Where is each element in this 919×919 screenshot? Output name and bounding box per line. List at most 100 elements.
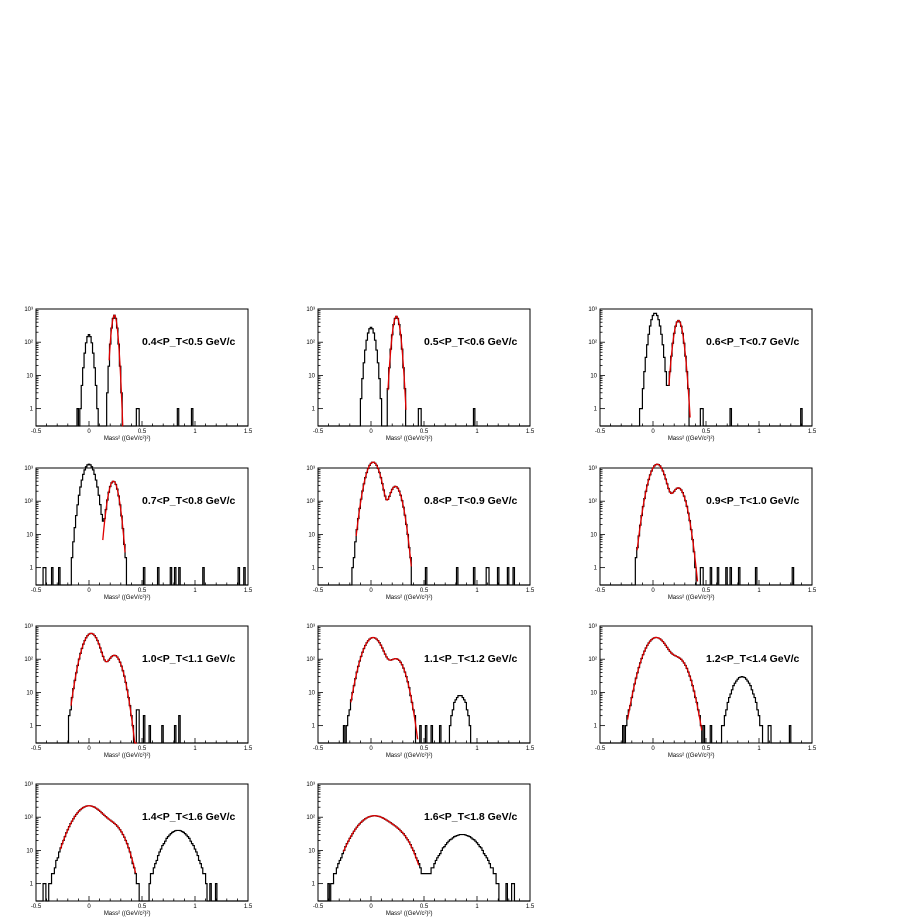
x-tick-label: 1 (475, 588, 479, 594)
y-tick-label: 10² (588, 340, 597, 346)
x-axis-label: Mass² ((GeV/c²)²) (104, 436, 151, 442)
x-tick-label: 0 (369, 588, 373, 594)
x-tick-label: 0.5 (702, 429, 711, 435)
y-tick-label: 10³ (24, 466, 33, 472)
y-tick-label: 1 (30, 407, 34, 413)
y-tick-label: 10² (24, 815, 33, 821)
y-tick-label: 10 (308, 532, 315, 538)
x-tick-label: -0.5 (595, 429, 606, 435)
histogram-series (600, 463, 812, 586)
x-axis-label: Mass² ((GeV/c²)²) (386, 911, 433, 917)
x-tick-label: -0.5 (31, 429, 42, 435)
x-axis-label: Mass² ((GeV/c²)²) (668, 595, 715, 601)
x-tick-label: 0 (369, 429, 373, 435)
y-tick-label: 10³ (24, 307, 33, 313)
y-tick-label: 10 (308, 373, 315, 379)
x-tick-label: -0.5 (313, 429, 324, 435)
x-tick-label: 1 (193, 746, 197, 752)
y-tick-label: 10 (590, 373, 597, 379)
y-tick-label: 10³ (306, 466, 315, 472)
x-tick-label: 1 (757, 746, 761, 752)
x-tick-label: 1 (193, 429, 197, 435)
plot-frame (599, 308, 813, 427)
histogram-series (36, 314, 248, 427)
x-tick-label: 1.5 (244, 588, 253, 594)
mass-squared-panel: -0.5 0 0.5 1 1.5 1 10 10² 10³ Mass² ((GeV/c²)²) 0.… (588, 307, 817, 442)
x-axis-label: Mass² ((GeV/c²)²) (386, 436, 433, 442)
x-axis-label: Mass² ((GeV/c²)²) (668, 436, 715, 442)
fit-curve (387, 315, 407, 410)
x-tick-label: 0.5 (420, 904, 429, 910)
y-tick-label: 1 (312, 566, 316, 572)
panel-title: 0.4<P_T<0.5 GeV/c (142, 336, 236, 348)
x-tick-label: -0.5 (595, 746, 606, 752)
y-tick-label: 1 (30, 882, 34, 888)
mass-squared-panel: -0.5 0 0.5 1 1.5 1 10 10² 10³ Mass² ((GeV/c²)²) 0.… (306, 461, 535, 601)
mass-squared-panel: -0.5 0 0.5 1 1.5 1 10 10² 10³ Mass² ((GeV/c²)²) 1.… (24, 782, 253, 917)
mass-squared-panel: -0.5 0 0.5 1 1.5 1 10 10² 10³ Mass² ((GeV/c²)²) 0.… (588, 463, 817, 601)
y-tick-label: 10³ (24, 782, 33, 788)
x-tick-label: 1 (475, 429, 479, 435)
x-tick-label: 0.5 (702, 746, 711, 752)
y-tick-label: 10 (26, 690, 33, 696)
x-tick-label: 0.5 (138, 429, 147, 435)
x-tick-label: -0.5 (313, 746, 324, 752)
x-tick-label: 0.5 (138, 904, 147, 910)
y-tick-label: 10² (588, 657, 597, 663)
y-tick-label: 1 (594, 566, 598, 572)
y-tick-label: 10 (590, 690, 597, 696)
panel-title: 1.1<P_T<1.2 GeV/c (424, 653, 518, 665)
histogram-series (318, 461, 530, 586)
mass-squared-panel: -0.5 0 0.5 1 1.5 1 10 10² 10³ Mass² ((GeV/c²)²) 0.… (306, 307, 535, 442)
panel-title: 1.6<P_T<1.8 GeV/c (424, 811, 518, 823)
x-tick-label: 0 (651, 429, 655, 435)
x-tick-label: 1.5 (808, 746, 817, 752)
y-tick-label: 10² (306, 340, 315, 346)
x-tick-label: -0.5 (313, 904, 324, 910)
x-axis-label: Mass² ((GeV/c²)²) (386, 595, 433, 601)
fit-curve (70, 632, 137, 744)
y-tick-label: 1 (30, 566, 34, 572)
x-tick-label: 1.5 (808, 429, 817, 435)
y-tick-label: 10³ (588, 466, 597, 472)
x-tick-label: 0 (87, 746, 91, 752)
y-tick-label: 1 (30, 724, 34, 730)
x-tick-label: 0.5 (702, 588, 711, 594)
y-tick-label: 1 (594, 724, 598, 730)
histogram-series (318, 315, 530, 427)
plot-frame (317, 625, 531, 744)
mass-squared-panel: -0.5 0 0.5 1 1.5 1 10 10² 10³ Mass² ((GeV/c²)²) 1.… (306, 624, 535, 759)
mass-squared-panel: -0.5 0 0.5 1 1.5 1 10 10² 10³ Mass² ((GeV/c²)²) 1.… (24, 624, 253, 759)
y-tick-label: 10³ (306, 782, 315, 788)
y-tick-label: 10 (308, 848, 315, 854)
plot-frame (317, 308, 531, 427)
y-tick-label: 1 (312, 724, 316, 730)
x-tick-label: -0.5 (313, 588, 324, 594)
x-tick-label: 1.5 (526, 904, 535, 910)
plot-frame (35, 467, 249, 586)
plot-frame (35, 308, 249, 427)
y-tick-label: 10² (588, 499, 597, 505)
y-tick-label: 10 (308, 690, 315, 696)
fit-curve (350, 636, 419, 740)
x-tick-label: 1 (475, 746, 479, 752)
histogram-series (600, 312, 812, 427)
x-tick-label: 1.5 (526, 429, 535, 435)
y-tick-label: 10² (306, 657, 315, 663)
y-tick-label: 10³ (24, 624, 33, 630)
x-tick-label: 1 (193, 588, 197, 594)
y-tick-label: 1 (312, 882, 316, 888)
x-tick-label: -0.5 (31, 588, 42, 594)
x-tick-label: 0.5 (420, 429, 429, 435)
x-tick-label: 1 (757, 429, 761, 435)
x-tick-label: 0 (87, 904, 91, 910)
panel-title: 0.6<P_T<0.7 GeV/c (706, 336, 800, 348)
mass-squared-panel: -0.5 0 0.5 1 1.5 1 10 10² 10³ Mass² ((GeV/c²)²) 1.… (306, 782, 535, 917)
x-tick-label: -0.5 (31, 746, 42, 752)
x-axis-label: Mass² ((GeV/c²)²) (386, 753, 433, 759)
x-tick-label: 1.5 (526, 746, 535, 752)
histogram-series (318, 636, 530, 744)
x-tick-label: 0 (651, 746, 655, 752)
histogram-series (36, 632, 248, 744)
